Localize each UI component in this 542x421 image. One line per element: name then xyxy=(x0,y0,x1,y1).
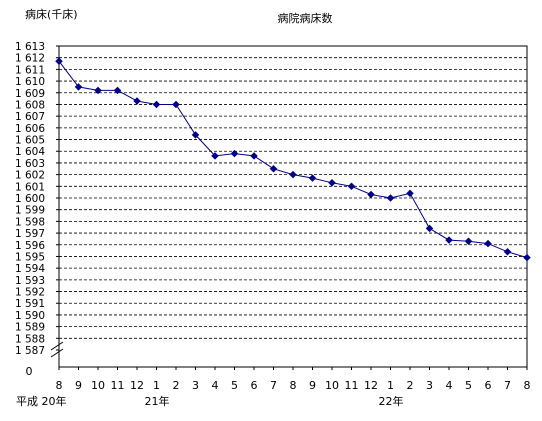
x-tick-label: 3 xyxy=(192,379,199,392)
y-tick-label: 1 595 xyxy=(15,251,45,263)
y-tick-label: 1 599 xyxy=(15,205,45,217)
grid-lines xyxy=(56,45,527,351)
y-tick-label: 1 605 xyxy=(15,135,45,147)
data-point xyxy=(152,100,161,109)
data-point xyxy=(94,86,102,95)
x-tick-label: 3 xyxy=(426,379,433,392)
y-tick-label: 1 613 xyxy=(15,41,45,53)
y-tick-label: 1 606 xyxy=(15,123,45,135)
data-point xyxy=(406,189,414,198)
data-point xyxy=(503,247,512,256)
year-label: 22年 xyxy=(379,394,404,408)
y-tick-label: 1 590 xyxy=(15,310,45,322)
y-tick-label: 1 594 xyxy=(15,263,45,275)
data-point xyxy=(308,174,317,182)
data-point xyxy=(55,57,63,66)
x-tick-label: 5 xyxy=(231,379,238,392)
y-tick-label: 1 591 xyxy=(15,298,45,310)
data-point xyxy=(133,97,141,105)
data-point xyxy=(250,152,258,160)
x-tick-label: 1 xyxy=(153,379,160,392)
y-tick-label: 1 592 xyxy=(15,287,45,299)
data-point xyxy=(523,253,531,262)
data-point xyxy=(211,152,219,160)
y-tick-label: 1 588 xyxy=(15,333,45,345)
data-point xyxy=(191,131,200,139)
x-tick-label: 6 xyxy=(485,379,492,392)
data-point xyxy=(425,224,434,233)
year-label: 21年 xyxy=(145,394,170,408)
plot-area xyxy=(58,45,528,368)
y-tick-label: 1 604 xyxy=(15,146,45,158)
data-point xyxy=(367,190,375,199)
year-labels: 平成 20年 21年 22年 xyxy=(16,394,404,408)
x-tick-label: 2 xyxy=(407,379,414,392)
y-tick-label: 1 607 xyxy=(15,111,45,123)
data-point xyxy=(328,178,336,187)
y-tick-label: 1 598 xyxy=(15,216,45,228)
y-tick-label: 1 610 xyxy=(15,76,45,88)
y-tick-label: 1 596 xyxy=(15,240,45,252)
y-tick-label: 1 600 xyxy=(15,193,45,205)
x-tick-label: 2 xyxy=(173,379,180,392)
y-tick-label: 1 609 xyxy=(15,88,45,100)
y-zero-label: 0 xyxy=(26,365,33,378)
year-label: 平成 20年 xyxy=(16,394,67,408)
data-point xyxy=(172,100,180,109)
y-tick-label: 1 587 xyxy=(15,345,45,357)
x-tick-label: 10 xyxy=(325,379,339,392)
x-tick-label: 11 xyxy=(111,379,125,392)
data-point xyxy=(347,182,356,191)
data-point xyxy=(113,86,122,95)
x-tick-label: 8 xyxy=(524,379,531,392)
x-tick-label: 8 xyxy=(56,379,63,392)
data-point xyxy=(464,237,473,246)
axis-break-line xyxy=(50,341,64,358)
x-tick-label: 12 xyxy=(130,379,144,392)
x-tick-labels: 8 9 10 11 12 1 2 3 4 5 6 7 8 9 10 11 12 1 2 3 4 5 6 7 8 xyxy=(56,367,531,392)
x-tick-label: 1 xyxy=(387,379,394,392)
y-tick-label: 1 593 xyxy=(15,275,45,287)
data-point xyxy=(484,239,492,248)
data-point xyxy=(386,194,395,202)
x-tick-label: 7 xyxy=(504,379,511,392)
x-tick-label: 12 xyxy=(364,379,378,392)
y-tick-label: 1 602 xyxy=(15,170,45,182)
series-group xyxy=(55,57,531,262)
x-tick-label: 9 xyxy=(309,379,316,392)
y-tick-label: 1 612 xyxy=(15,53,45,65)
x-tick-label: 9 xyxy=(75,379,82,392)
y-axis-label: 病床(千床) xyxy=(25,7,78,21)
y-tick-label: 1 601 xyxy=(15,181,45,193)
axis-break-mark xyxy=(50,341,64,358)
x-tick-label: 4 xyxy=(212,379,219,392)
x-tick-label: 8 xyxy=(290,379,297,392)
data-point xyxy=(269,164,278,173)
x-tick-label: 10 xyxy=(91,379,105,392)
x-tick-label: 11 xyxy=(345,379,359,392)
x-tick-label: 6 xyxy=(251,379,258,392)
y-tick-label: 1 608 xyxy=(15,99,45,111)
x-tick-label: 5 xyxy=(465,379,472,392)
data-point xyxy=(230,149,239,158)
data-point xyxy=(289,170,297,179)
y-tick-label: 1 611 xyxy=(15,64,45,76)
y-tick-label: 1 597 xyxy=(15,228,45,240)
x-tick-label: 4 xyxy=(446,379,453,392)
x-tick-label: 7 xyxy=(270,379,277,392)
y-tick-label: 1 589 xyxy=(15,322,45,334)
data-point xyxy=(74,83,83,91)
y-tick-label: 1 603 xyxy=(15,158,45,170)
data-point xyxy=(445,236,453,244)
chart-title: 病院病床数 xyxy=(278,11,333,25)
